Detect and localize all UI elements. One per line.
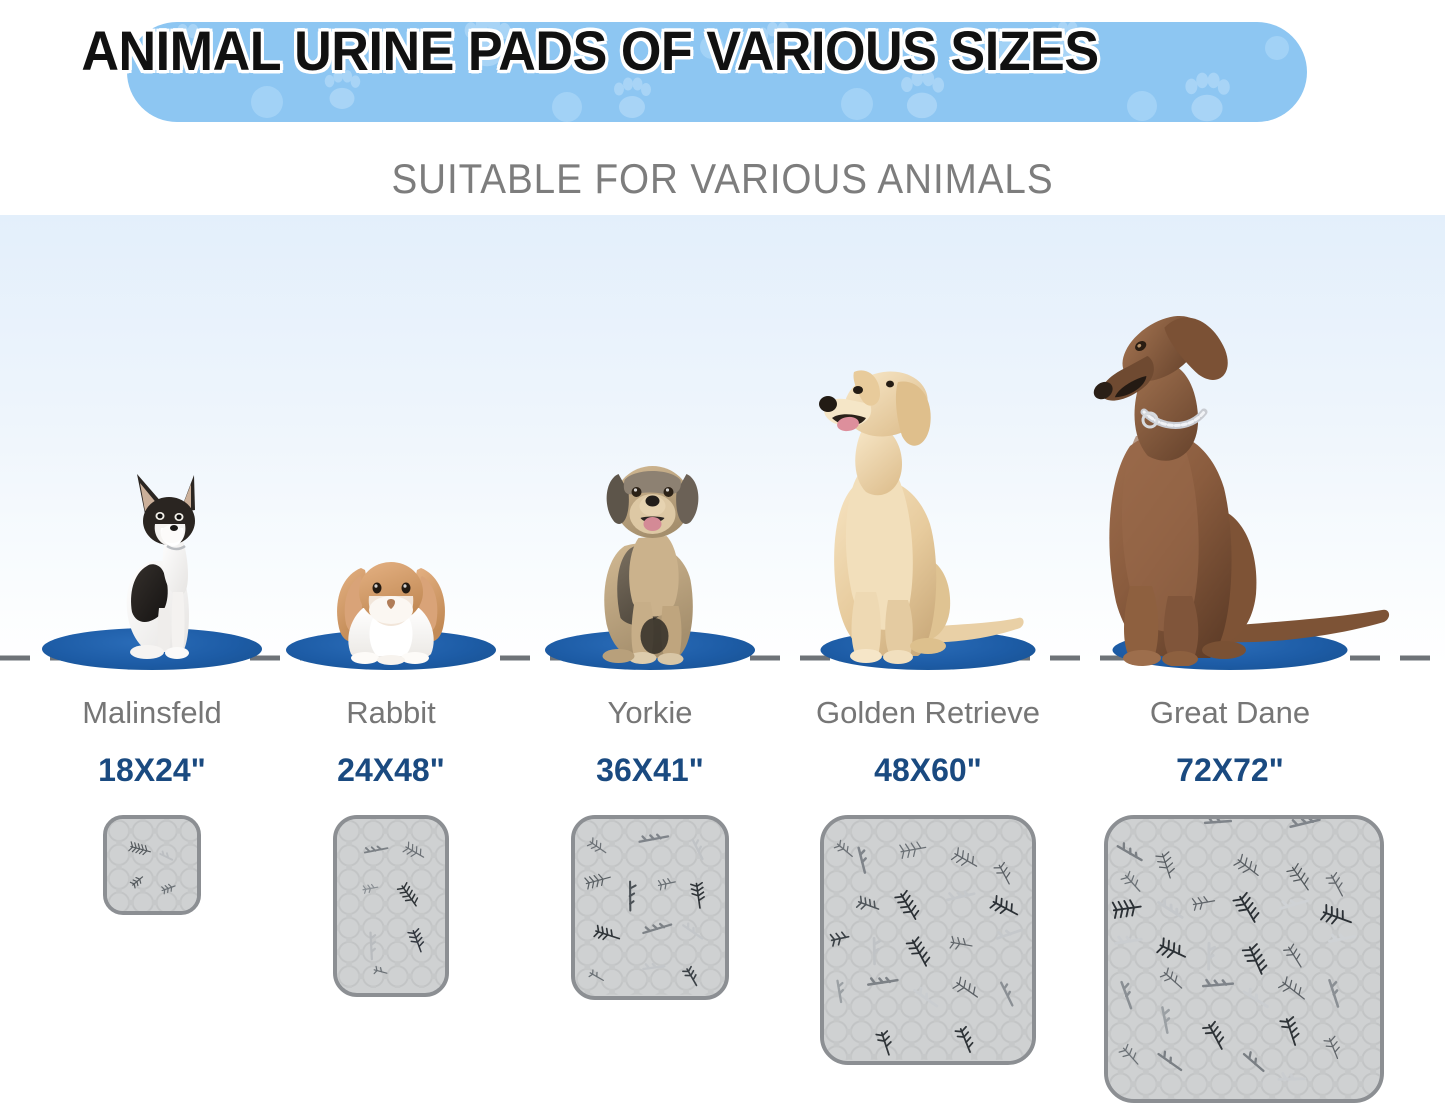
pad-36x41[interactable] bbox=[571, 815, 729, 1000]
pad-48x60[interactable] bbox=[820, 815, 1036, 1065]
pads-row bbox=[0, 805, 1445, 1103]
pad-24x48[interactable] bbox=[333, 815, 449, 997]
page-subtitle: SUITABLE FOR VARIOUS ANIMALS bbox=[391, 155, 1054, 202]
pad-size-label: 36X41" bbox=[596, 752, 704, 788]
pad-quilt-pattern bbox=[575, 819, 725, 995]
pad-size-label: 18X24" bbox=[98, 752, 206, 788]
animal-cell-rabbit bbox=[286, 510, 496, 670]
yorkie-icon bbox=[602, 466, 699, 665]
animal-label: Great Dane bbox=[1149, 695, 1311, 730]
page-title: ANIMAL URINE PADS OF VARIOUS SIZES bbox=[81, 18, 1099, 82]
paw-pattern-icon bbox=[167, 22, 1289, 122]
pad-quilt-pattern bbox=[107, 819, 197, 911]
animal-label: Malinsfeld bbox=[82, 695, 222, 730]
animal-cell-malinsfeld bbox=[42, 430, 262, 670]
animal-row bbox=[0, 230, 1445, 670]
pad-quilt-pattern bbox=[337, 819, 445, 989]
animal-cell-golden-retriever bbox=[818, 340, 1035, 670]
great-dane-icon bbox=[1093, 315, 1390, 666]
pad-size-label: 48X60" bbox=[874, 752, 982, 788]
animal-cell-great-dane bbox=[1093, 280, 1390, 670]
pad-18x24[interactable] bbox=[103, 815, 201, 915]
pad-size-label: 72X72" bbox=[1176, 752, 1284, 788]
pad-72x72[interactable] bbox=[1104, 815, 1384, 1103]
pad-sizes-row: 18X24" 24X48" 36X41" 48X60" 72X72" bbox=[0, 752, 1445, 792]
animal-label: Rabbit bbox=[346, 695, 436, 730]
animal-label: Golden Retrieve bbox=[815, 695, 1040, 730]
chihuahua-icon bbox=[126, 474, 195, 659]
animal-labels-row: Malinsfeld Rabbit Yorkie Golden Retrieve… bbox=[0, 695, 1445, 740]
pad-quilt-pattern bbox=[1108, 819, 1380, 1099]
pad-size-label: 24X48" bbox=[337, 752, 445, 788]
pad-quilt-pattern bbox=[824, 819, 1032, 1060]
animal-label: Yorkie bbox=[607, 695, 693, 730]
golden-retriever-icon bbox=[818, 370, 1024, 664]
rabbit-icon bbox=[337, 562, 445, 665]
title-banner bbox=[127, 22, 1307, 122]
animal-cell-yorkie bbox=[545, 420, 755, 670]
